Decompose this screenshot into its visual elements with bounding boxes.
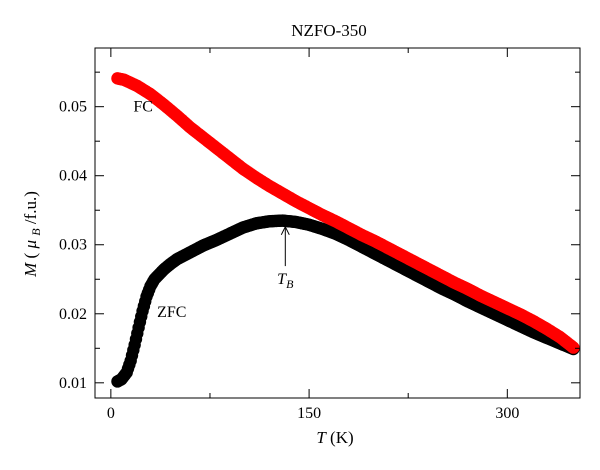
series-fc: [111, 72, 580, 354]
x-axis-label: T (K): [316, 428, 353, 447]
annotation-subscript: B: [286, 277, 294, 291]
y-tick-label: 0.04: [59, 168, 87, 185]
y-axis-unit-rest: /f.u.): [21, 191, 40, 224]
y-axis-paren: (: [21, 252, 40, 258]
series-zfc: [111, 214, 580, 388]
annotation-fc: FC: [133, 99, 153, 116]
annotation-main: T: [277, 271, 287, 288]
chart-title: NZFO-350: [291, 21, 367, 40]
data-layer: [111, 72, 580, 388]
y-tick-label: 0.02: [59, 306, 87, 323]
x-tick-label: 0: [107, 405, 115, 422]
data-point-fc: [567, 341, 580, 354]
y-tick-label: 0.01: [59, 375, 87, 392]
axis-ticks: 0 150 300 0.01 0.02 0.03 0.04 0.05: [59, 48, 580, 422]
y-axis-variable: M: [21, 262, 40, 278]
annotations: FC ZFC TB: [133, 99, 294, 322]
x-axis-variable: T: [316, 428, 327, 447]
y-tick-label: 0.03: [59, 237, 87, 254]
x-tick-label: 150: [297, 405, 321, 422]
annotation-t: TB: [277, 271, 294, 291]
x-tick-label: 300: [495, 405, 519, 422]
plot-frame: [94, 47, 581, 399]
y-tick-label: 0.05: [59, 99, 87, 116]
x-axis-unit: (K): [330, 428, 354, 447]
y-axis-mu: μ: [21, 240, 40, 250]
annotation-zfc: ZFC: [157, 304, 186, 321]
y-axis-mu-subscript: B: [29, 228, 43, 236]
annotation-arrow-head: [280, 225, 290, 236]
y-axis-label: M ( μ B /f.u.): [21, 191, 44, 278]
